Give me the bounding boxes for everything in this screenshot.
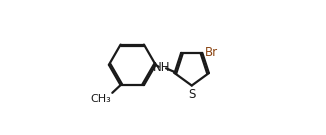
Text: NH: NH — [153, 61, 170, 74]
Text: S: S — [188, 88, 195, 102]
Text: CH₃: CH₃ — [91, 94, 111, 104]
Text: Br: Br — [205, 46, 218, 59]
